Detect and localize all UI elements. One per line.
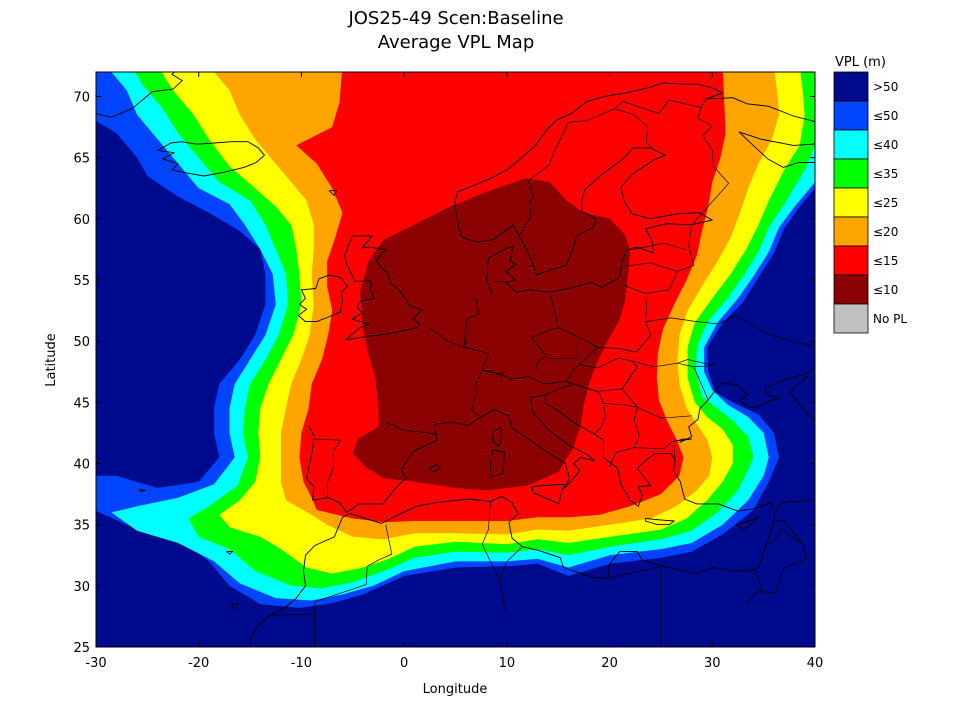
legend-label: ≤25 xyxy=(873,196,898,210)
y-tick-label: 70 xyxy=(73,90,90,105)
country-border xyxy=(481,501,501,582)
chart-title: JOS25-49 Scen:Baseline xyxy=(348,8,564,29)
coastline-mallorca xyxy=(428,464,441,473)
country-border xyxy=(482,370,504,378)
legend-swatch xyxy=(833,216,869,247)
y-tick-label: 50 xyxy=(73,335,90,350)
x-tick-label: 10 xyxy=(499,656,516,671)
coastline-corsica xyxy=(492,426,503,447)
coastline-baltic-nordic xyxy=(454,82,815,294)
legend-label: ≤20 xyxy=(873,225,898,239)
y-tick-label: 40 xyxy=(73,457,90,472)
y-tick-label: 60 xyxy=(73,213,90,228)
coastline-canaries xyxy=(230,602,239,610)
country-border xyxy=(385,421,437,435)
legend-swatch xyxy=(833,274,869,305)
y-tick-label: 25 xyxy=(73,641,90,656)
legend-swatch xyxy=(833,129,869,160)
legend-swatch xyxy=(833,245,869,276)
coastline-great-britain xyxy=(344,235,423,341)
plot-frame xyxy=(95,71,816,648)
coastline-europe-mainland xyxy=(248,394,775,647)
y-tick-label: 65 xyxy=(73,152,90,167)
country-border xyxy=(463,298,480,348)
country-border xyxy=(544,383,606,435)
legend-label: No PL xyxy=(873,312,907,326)
country-border xyxy=(677,359,715,368)
legend-swatch xyxy=(833,71,869,102)
x-tick-label: 40 xyxy=(807,656,824,671)
legend-swatch xyxy=(833,303,869,334)
x-tick-label: 0 xyxy=(400,656,408,671)
country-border xyxy=(625,242,686,251)
legend-swatch xyxy=(833,158,869,189)
country-border xyxy=(603,403,640,468)
y-tick-label: 55 xyxy=(73,274,90,289)
country-border xyxy=(528,264,534,267)
country-border xyxy=(530,293,559,372)
legend-label: ≤15 xyxy=(873,254,898,268)
coastline-europe-north xyxy=(679,374,815,444)
coastline-ireland xyxy=(297,274,349,323)
coastline-cyprus xyxy=(735,515,760,531)
legend-label: ≤35 xyxy=(873,167,898,181)
y-axis-label: Latitude xyxy=(44,333,59,387)
country-border xyxy=(312,438,342,498)
country-border xyxy=(550,336,579,359)
legend-label: ≤10 xyxy=(873,283,898,297)
country-border xyxy=(314,524,393,647)
coastline-svalbard-edge xyxy=(558,66,579,70)
x-tick-label: -20 xyxy=(188,656,209,671)
country-border xyxy=(614,98,707,115)
x-axis-label: Longitude xyxy=(423,682,488,697)
x-axis: -30 -20 -10 0 10 20 30 40 xyxy=(85,72,823,671)
coastline-sicily xyxy=(531,483,565,505)
legend-title: VPL (m) xyxy=(835,55,886,70)
country-border xyxy=(645,315,815,375)
chart-subtitle: Average VPL Map xyxy=(377,32,535,53)
country-border xyxy=(558,284,652,353)
coastline-azores xyxy=(138,488,146,493)
legend-swatch xyxy=(833,187,869,218)
country-border xyxy=(482,347,598,385)
country-border xyxy=(607,565,662,647)
country-border xyxy=(762,529,808,594)
legend-label: ≤50 xyxy=(873,109,898,123)
legend-label: >50 xyxy=(873,80,898,94)
country-border xyxy=(268,613,315,616)
coastline-iceland xyxy=(157,141,265,177)
coastline-greenland xyxy=(96,72,183,118)
country-border xyxy=(691,107,730,226)
coastline-madeira xyxy=(226,551,234,555)
country-border xyxy=(518,108,652,237)
coastline-sardinia xyxy=(489,449,506,478)
legend-swatch xyxy=(833,100,869,131)
y-tick-label: 35 xyxy=(73,519,90,534)
y-axis: 25 30 35 40 45 50 55 60 65 70 xyxy=(73,90,815,656)
vpl-map xyxy=(96,66,815,647)
coastline-faroes xyxy=(328,190,337,197)
legend: VPL (m) >50 ≤50 ≤40 ≤35 ≤25 ≤20 ≤15 ≤10 No PL xyxy=(833,55,907,334)
coastline-white-sea xyxy=(738,131,815,168)
country-border xyxy=(464,339,470,348)
x-tick-label: 30 xyxy=(704,656,721,671)
country-border xyxy=(672,438,692,442)
y-tick-label: 45 xyxy=(73,396,90,411)
country-border xyxy=(645,224,695,294)
coastline-crete xyxy=(645,518,675,526)
x-tick-label: -30 xyxy=(85,656,106,671)
country-border xyxy=(620,262,678,272)
x-tick-label: 20 xyxy=(601,656,618,671)
country-border xyxy=(499,546,523,613)
country-border xyxy=(672,441,676,462)
x-tick-label: -10 xyxy=(291,656,312,671)
country-border xyxy=(772,519,803,545)
y-tick-label: 30 xyxy=(73,580,90,595)
country-border xyxy=(493,280,506,283)
country-border xyxy=(773,499,815,514)
legend-label: ≤40 xyxy=(873,138,898,152)
coastline-layer xyxy=(96,66,815,647)
